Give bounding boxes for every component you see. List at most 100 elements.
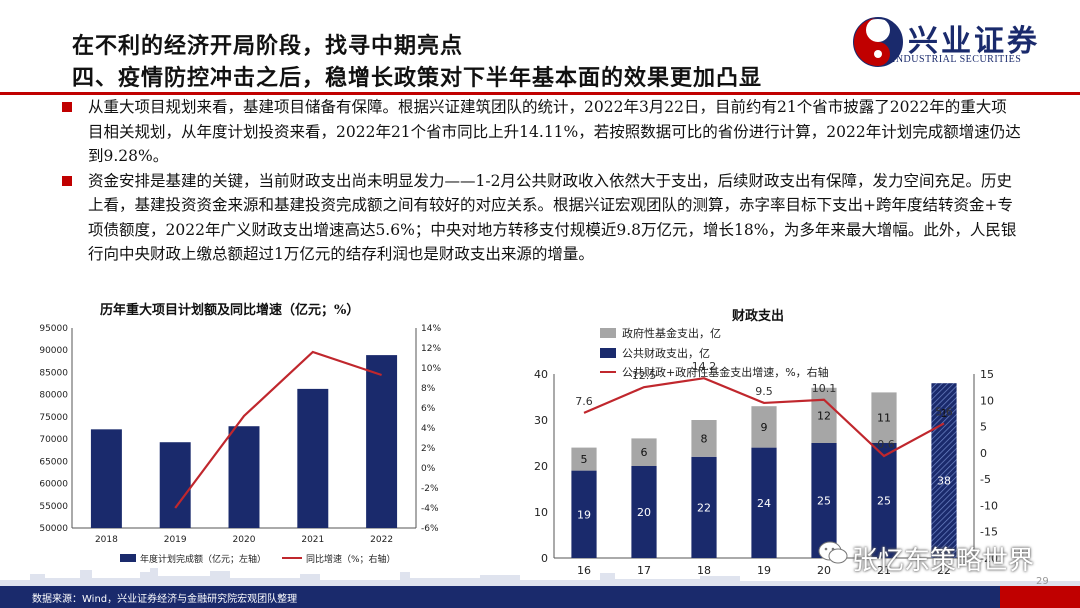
header-divider	[0, 92, 1080, 95]
right-tick-label: -6%	[421, 524, 439, 534]
footer-accent	[1000, 586, 1080, 608]
left-tick-label: 0	[541, 552, 548, 565]
line-yoy-growth	[174, 350, 382, 509]
right-tick-label: 15	[980, 368, 994, 381]
right-tick-label: 5	[980, 421, 987, 434]
fiscal-spending-chart: 财政支出010203040-20-15-10-50510151951620617…	[534, 308, 998, 577]
bar-fund-spending	[751, 406, 777, 448]
bar-public-spending	[631, 466, 657, 558]
left-tick-label: 10	[534, 506, 548, 519]
left-tick-label: 55000	[39, 502, 68, 512]
bar-planned-amount	[297, 388, 329, 528]
right-tick-label: -2%	[421, 484, 439, 494]
bar-label-forecast: 38	[937, 475, 951, 488]
bar-label-fund: 5	[581, 453, 588, 466]
bar-label-forecast: 1	[941, 407, 948, 420]
x-tick-label: 22	[937, 564, 951, 577]
bar-label-public: 22	[697, 501, 711, 514]
logo-name: 兴业证券	[908, 24, 1040, 59]
bar-label-public: 25	[817, 495, 831, 508]
bar-planned-amount	[159, 442, 191, 528]
left-tick-label: 50000	[39, 524, 68, 534]
bullet-item: 从重大项目规划来看，基建项目储备有保障。根据兴证建筑团队的统计，2022年3月2…	[62, 95, 1022, 169]
line-data-label: 9.5	[755, 385, 773, 398]
bar-label-public: 20	[637, 506, 651, 519]
x-tick-label: 2021	[301, 535, 324, 545]
footer-bar	[0, 586, 1080, 608]
bullet-square-icon	[62, 175, 72, 186]
watermark-text: 张忆东策略世界	[852, 546, 1035, 576]
bar-public-spending	[751, 447, 777, 558]
left-tick-label: 70000	[39, 435, 68, 445]
bullet-text: 从重大项目规划来看，基建项目储备有保障。根据兴证建筑团队的统计，2022年3月2…	[88, 98, 1021, 165]
line-data-label: 14.2	[692, 360, 717, 373]
wechat-icon	[818, 541, 848, 564]
left-tick-label: 80000	[39, 391, 68, 401]
x-tick-label: 2022	[370, 535, 393, 545]
left-tick-label: 90000	[39, 346, 68, 356]
bar-forecast-2022	[931, 383, 957, 558]
page-title: 在不利的经济开局阶段，找寻中期亮点	[72, 33, 464, 59]
line-data-label: -0.6	[873, 438, 894, 451]
page-subtitle: 四、疫情防控冲击之后，稳增长政策对下半年基本面的效果更加凸显	[72, 65, 763, 91]
right-tick-label: 12%	[421, 344, 441, 354]
city-skyline-decoration	[0, 568, 1080, 586]
x-tick-label: 18	[697, 564, 711, 577]
left-tick-label: 40	[534, 368, 548, 381]
bar-label-fund: 11	[877, 412, 891, 425]
logo-emblem-icon	[853, 17, 903, 67]
bar-public-spending	[811, 443, 837, 558]
bar-fund-spending	[571, 447, 597, 471]
bullet-text: 资金安排是基建的关键，当前财政支出尚未明显发力——1-2月公共财政收入依然大于支…	[88, 171, 1017, 264]
right-tick-label: -15	[980, 526, 998, 539]
bar-label-fund: 9	[761, 421, 768, 434]
bar-planned-amount	[228, 426, 260, 528]
line-data-label: 7.6	[575, 395, 593, 408]
right-tick-label: 0	[980, 447, 987, 460]
right-tick-label: -20	[980, 552, 998, 565]
x-tick-label: 2020	[233, 535, 256, 545]
bullet-item: 资金安排是基建的关键，当前财政支出尚未明显发力——1-2月公共财政收入依然大于支…	[62, 169, 1022, 267]
line-data-label: 12.5	[632, 369, 657, 382]
bar-public-spending	[871, 443, 897, 558]
left-tick-label: 75000	[39, 413, 68, 423]
left-tick-label: 95000	[39, 324, 68, 334]
x-tick-label: 2019	[164, 535, 187, 545]
left-tick-label: 20	[534, 460, 548, 473]
legend-fund-swatch	[600, 328, 616, 338]
right-tick-label: 10%	[421, 364, 441, 374]
bar-label-public: 24	[757, 497, 771, 510]
right-tick-label: -5	[980, 473, 991, 486]
right-tick-label: 2%	[421, 444, 436, 454]
project-plan-chart: 历年重大项目计划额及同比增速（亿元；%） 50000 55000 60000 65000…	[39, 302, 441, 565]
right-tick-label: 6%	[421, 404, 436, 414]
bar-fund-spending	[691, 420, 717, 457]
left-tick-label: 60000	[39, 480, 68, 490]
bar-label-fund: 6	[641, 446, 648, 459]
line-data-label: 10.1	[812, 382, 837, 395]
company-logo: 兴业证券 INDUSTRIAL SECURITIES	[852, 14, 1067, 70]
line-spending-growth	[583, 377, 945, 458]
right-tick-label: 10	[980, 394, 994, 407]
legend-bar-label: 年度计划完成额（亿元；左轴）	[140, 553, 266, 565]
bar-planned-amount	[366, 355, 398, 528]
legend-bar-swatch	[120, 554, 136, 562]
x-tick-label: 20	[817, 564, 831, 577]
left-tick-label: 65000	[39, 457, 68, 467]
x-tick-label: 17	[637, 564, 651, 577]
left-tick-label: 85000	[39, 368, 68, 378]
chart-title: 财政支出	[732, 308, 784, 324]
legend-fund-label: 政府性基金支出，亿	[622, 326, 721, 340]
x-tick-label: 19	[757, 564, 771, 577]
bar-fund-spending	[871, 392, 897, 443]
page-number: 29	[1036, 576, 1049, 587]
bullet-square-icon	[62, 102, 72, 112]
x-tick-label: 21	[877, 564, 891, 577]
x-tick-label: 2018	[95, 535, 118, 545]
bar-fund-spending	[811, 387, 837, 443]
bar-fund-spending	[631, 438, 657, 466]
right-tick-label: 14%	[421, 324, 441, 334]
legend-public-swatch	[600, 348, 616, 358]
right-tick-label: 0%	[421, 464, 436, 474]
bar-public-spending	[571, 470, 597, 558]
